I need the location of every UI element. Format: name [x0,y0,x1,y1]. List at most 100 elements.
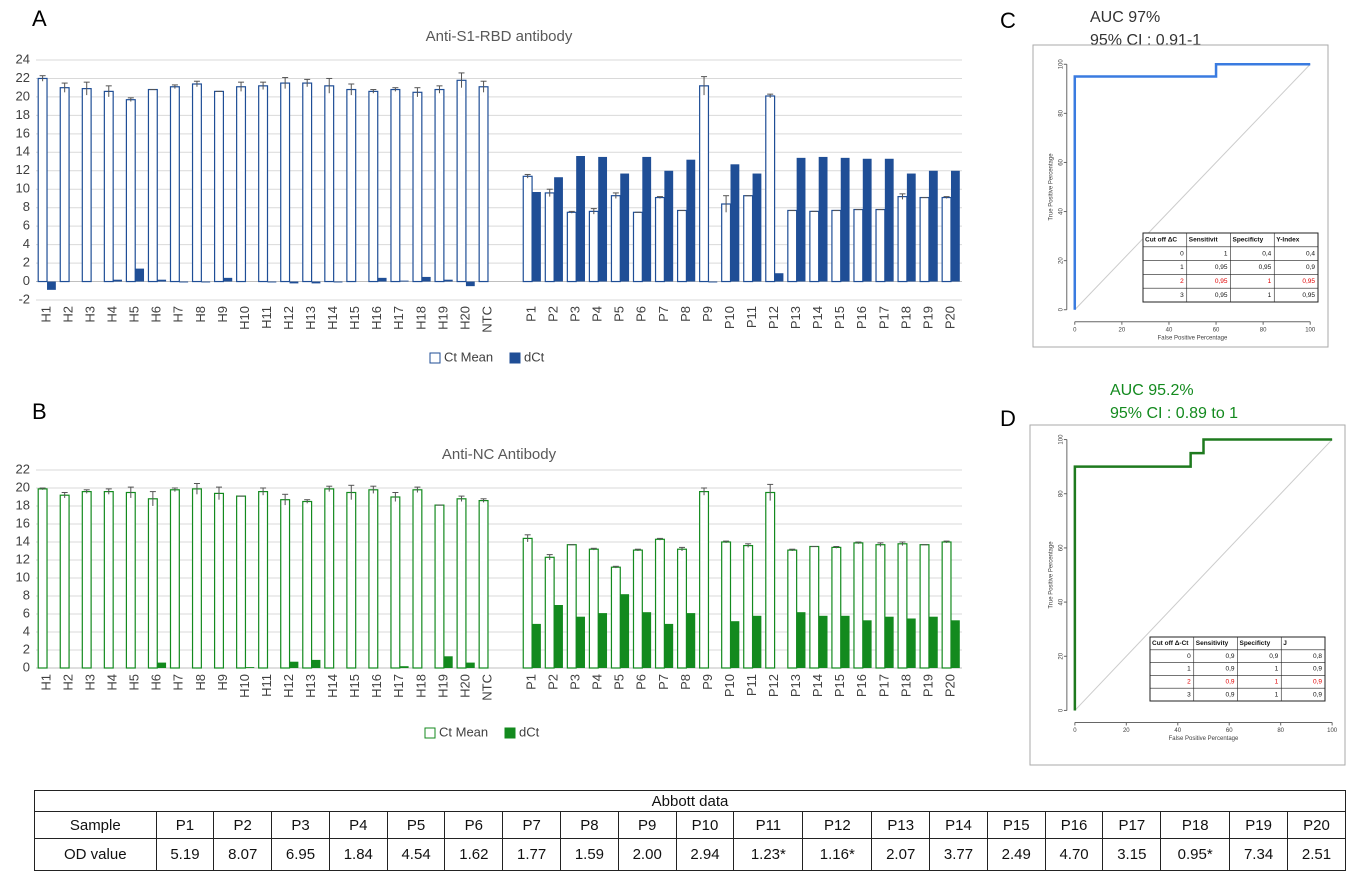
x-tick-label: P2 [546,306,561,322]
bar [125,491,136,669]
y-tick-label: 6 [23,218,30,233]
bar [554,177,563,282]
table-cell: 0,95 [1259,264,1272,271]
header-cell: P11 [733,811,804,839]
y-tick-label: 20 [16,88,30,103]
table-cell: 0 [1180,250,1184,257]
error-bar [282,77,289,89]
bar [809,210,820,283]
x-tick-label: H15 [347,306,362,330]
table-cell: 2 [1187,679,1191,686]
table-cell: Specificty [1240,640,1271,647]
x-tick-label: 60 [1213,327,1220,333]
x-tick-label: 0 [1073,728,1077,734]
bar [897,196,908,283]
y-tick-label: 16 [16,125,30,140]
bar [191,83,202,283]
legend-label: Ct Mean [444,349,493,364]
table-cell: 2.51 [1286,838,1347,871]
bar [311,659,321,668]
error-bar [105,488,112,495]
bar [875,544,886,669]
panel-label: A [32,6,47,31]
table-cell: 1.84 [328,838,388,871]
y-tick-label: 16 [16,515,30,530]
y-tick-label: 8 [23,587,30,602]
table-cell: Cut off Δ-Ct [1152,640,1189,647]
x-tick-label: P5 [612,306,627,322]
bar [399,280,409,282]
error-bar [348,83,355,96]
bar [522,537,533,669]
error-bar [326,485,333,492]
y-tick-label: 24 [16,51,30,66]
error-bar [480,80,487,93]
table-cell: 2.94 [675,838,735,871]
header-cell: P4 [328,811,388,839]
x-tick-label: P18 [898,674,913,697]
bar [390,496,401,669]
bar [443,279,453,282]
table-cell: 1.16* [802,838,873,871]
bar [179,281,189,283]
bar [884,158,894,282]
x-tick-label: H2 [61,306,76,323]
error-bar [171,487,178,492]
bar [544,556,555,669]
bar [664,623,674,668]
bar [632,211,643,283]
table-cell: 0 [1187,653,1191,660]
x-tick-label: H18 [413,306,428,330]
bar [576,156,585,282]
error-bar [304,78,311,87]
bar [566,211,577,283]
bar [59,87,70,283]
bar [730,621,740,668]
x-tick-label: H14 [325,306,340,330]
table-cell: 7.34 [1229,838,1288,871]
x-tick-label: H4 [105,674,120,691]
header-cell: P13 [871,811,931,839]
x-tick-label: H9 [215,674,230,691]
y-tick-label: 12 [16,551,30,566]
table-cell: Cut off ΔC [1145,237,1177,244]
error-bar [943,196,950,199]
error-bar [370,485,377,494]
error-bar [127,97,134,102]
panel-label: D [1000,406,1016,431]
table-cell: 1.77 [502,838,562,871]
bar [346,491,357,669]
x-tick-label: P14 [810,674,825,697]
error-bar [899,541,906,546]
bar [289,281,299,284]
error-bar [392,87,399,92]
error-bar [61,492,68,498]
bar [201,281,211,283]
header-cell: P15 [986,811,1046,839]
error-bar [590,547,597,551]
table-cell: OD value [34,838,157,871]
bar [752,615,762,668]
bar [478,500,489,669]
x-tick-label: H16 [369,306,384,330]
x-tick-label: P3 [568,674,583,690]
table-cell: 1 [1268,292,1272,299]
legend-swatch [504,727,516,739]
header-cell: P10 [675,811,735,839]
table-cell: Sensitivity [1196,640,1229,647]
error-bar [83,81,90,96]
x-tick-label: P1 [524,306,539,322]
legend-swatch [509,352,521,364]
bar [465,281,475,287]
bar [456,498,467,669]
error-bar [480,498,487,503]
table-cell: 3 [1187,691,1191,698]
table-cell: 3.77 [929,838,988,871]
x-tick-label: H5 [127,674,142,691]
legend-label: dCt [524,349,545,364]
bar [654,538,665,669]
bar [258,491,269,669]
y-tick-label: 22 [16,461,30,476]
bar [81,88,92,283]
legend-label: dCt [519,724,540,739]
